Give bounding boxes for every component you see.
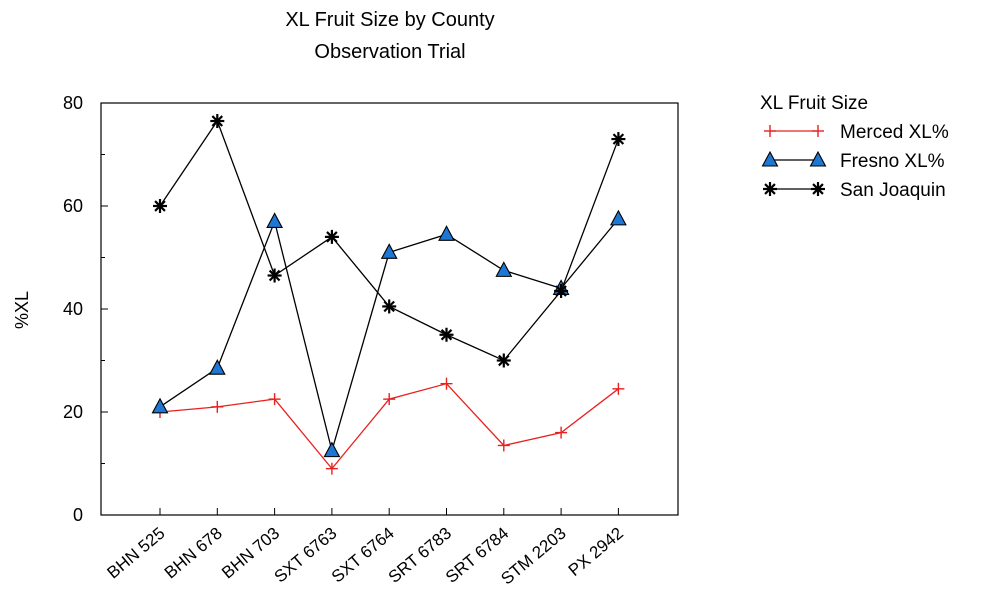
plus-marker bbox=[764, 125, 776, 137]
x-tick-label: SXT 6764 bbox=[328, 524, 398, 587]
chart-title: XL Fruit Size by County bbox=[285, 9, 494, 31]
data-point bbox=[324, 229, 339, 244]
series-2 bbox=[153, 114, 626, 368]
data-point bbox=[555, 426, 568, 439]
x-tick-label: SXT 6763 bbox=[271, 524, 341, 587]
asterisk-marker bbox=[763, 182, 777, 196]
data-point bbox=[268, 393, 281, 406]
data-point bbox=[153, 199, 167, 213]
data-point bbox=[495, 261, 513, 277]
y-tick-label: 40 bbox=[63, 299, 83, 319]
data-point bbox=[609, 209, 627, 226]
data-point bbox=[380, 243, 398, 259]
y-tick-label: 60 bbox=[63, 196, 83, 216]
data-point bbox=[440, 377, 453, 390]
chart-subtitle: Observation Trial bbox=[314, 41, 465, 63]
data-point bbox=[382, 299, 397, 314]
plus-marker bbox=[812, 125, 824, 137]
data-point bbox=[151, 397, 169, 414]
data-point bbox=[554, 283, 569, 298]
data-point bbox=[496, 353, 511, 368]
data-point bbox=[211, 400, 224, 413]
series-0 bbox=[154, 377, 625, 475]
data-point bbox=[438, 225, 455, 241]
x-tick-label: PX 2942 bbox=[565, 524, 627, 580]
data-point bbox=[439, 327, 454, 342]
legend: Merced XL% Fresno XL% San Joaquin bbox=[761, 122, 949, 201]
legend-entry-label: Merced XL% bbox=[840, 122, 949, 143]
x-tick-label: BHN 525 bbox=[104, 524, 169, 583]
data-point bbox=[611, 132, 626, 147]
data-point bbox=[612, 382, 625, 395]
data-point bbox=[210, 114, 225, 129]
data-point bbox=[323, 441, 341, 458]
y-tick-label: 80 bbox=[63, 93, 83, 113]
data-point bbox=[497, 439, 510, 452]
series-line bbox=[159, 119, 620, 362]
x-tick-label: SRT 6783 bbox=[385, 524, 455, 587]
x-tick-label: BHN 678 bbox=[161, 524, 226, 583]
y-axis-label: %XL bbox=[12, 291, 32, 329]
data-point bbox=[267, 268, 282, 283]
y-tick-label: 20 bbox=[63, 402, 83, 422]
legend-entry-label: Fresno XL% bbox=[840, 151, 945, 172]
triangle-marker bbox=[761, 150, 779, 167]
legend-entry-label: San Joaquin bbox=[840, 180, 946, 201]
data-point bbox=[383, 393, 396, 406]
triangle-marker bbox=[809, 150, 827, 167]
legend-title: XL Fruit Size bbox=[760, 93, 868, 114]
data-point bbox=[325, 462, 338, 475]
series-1 bbox=[151, 209, 627, 458]
data-point bbox=[208, 359, 226, 375]
data-point bbox=[266, 212, 284, 228]
series-layer bbox=[151, 114, 627, 475]
y-tick-label: 0 bbox=[73, 505, 83, 525]
asterisk-marker bbox=[811, 182, 825, 196]
